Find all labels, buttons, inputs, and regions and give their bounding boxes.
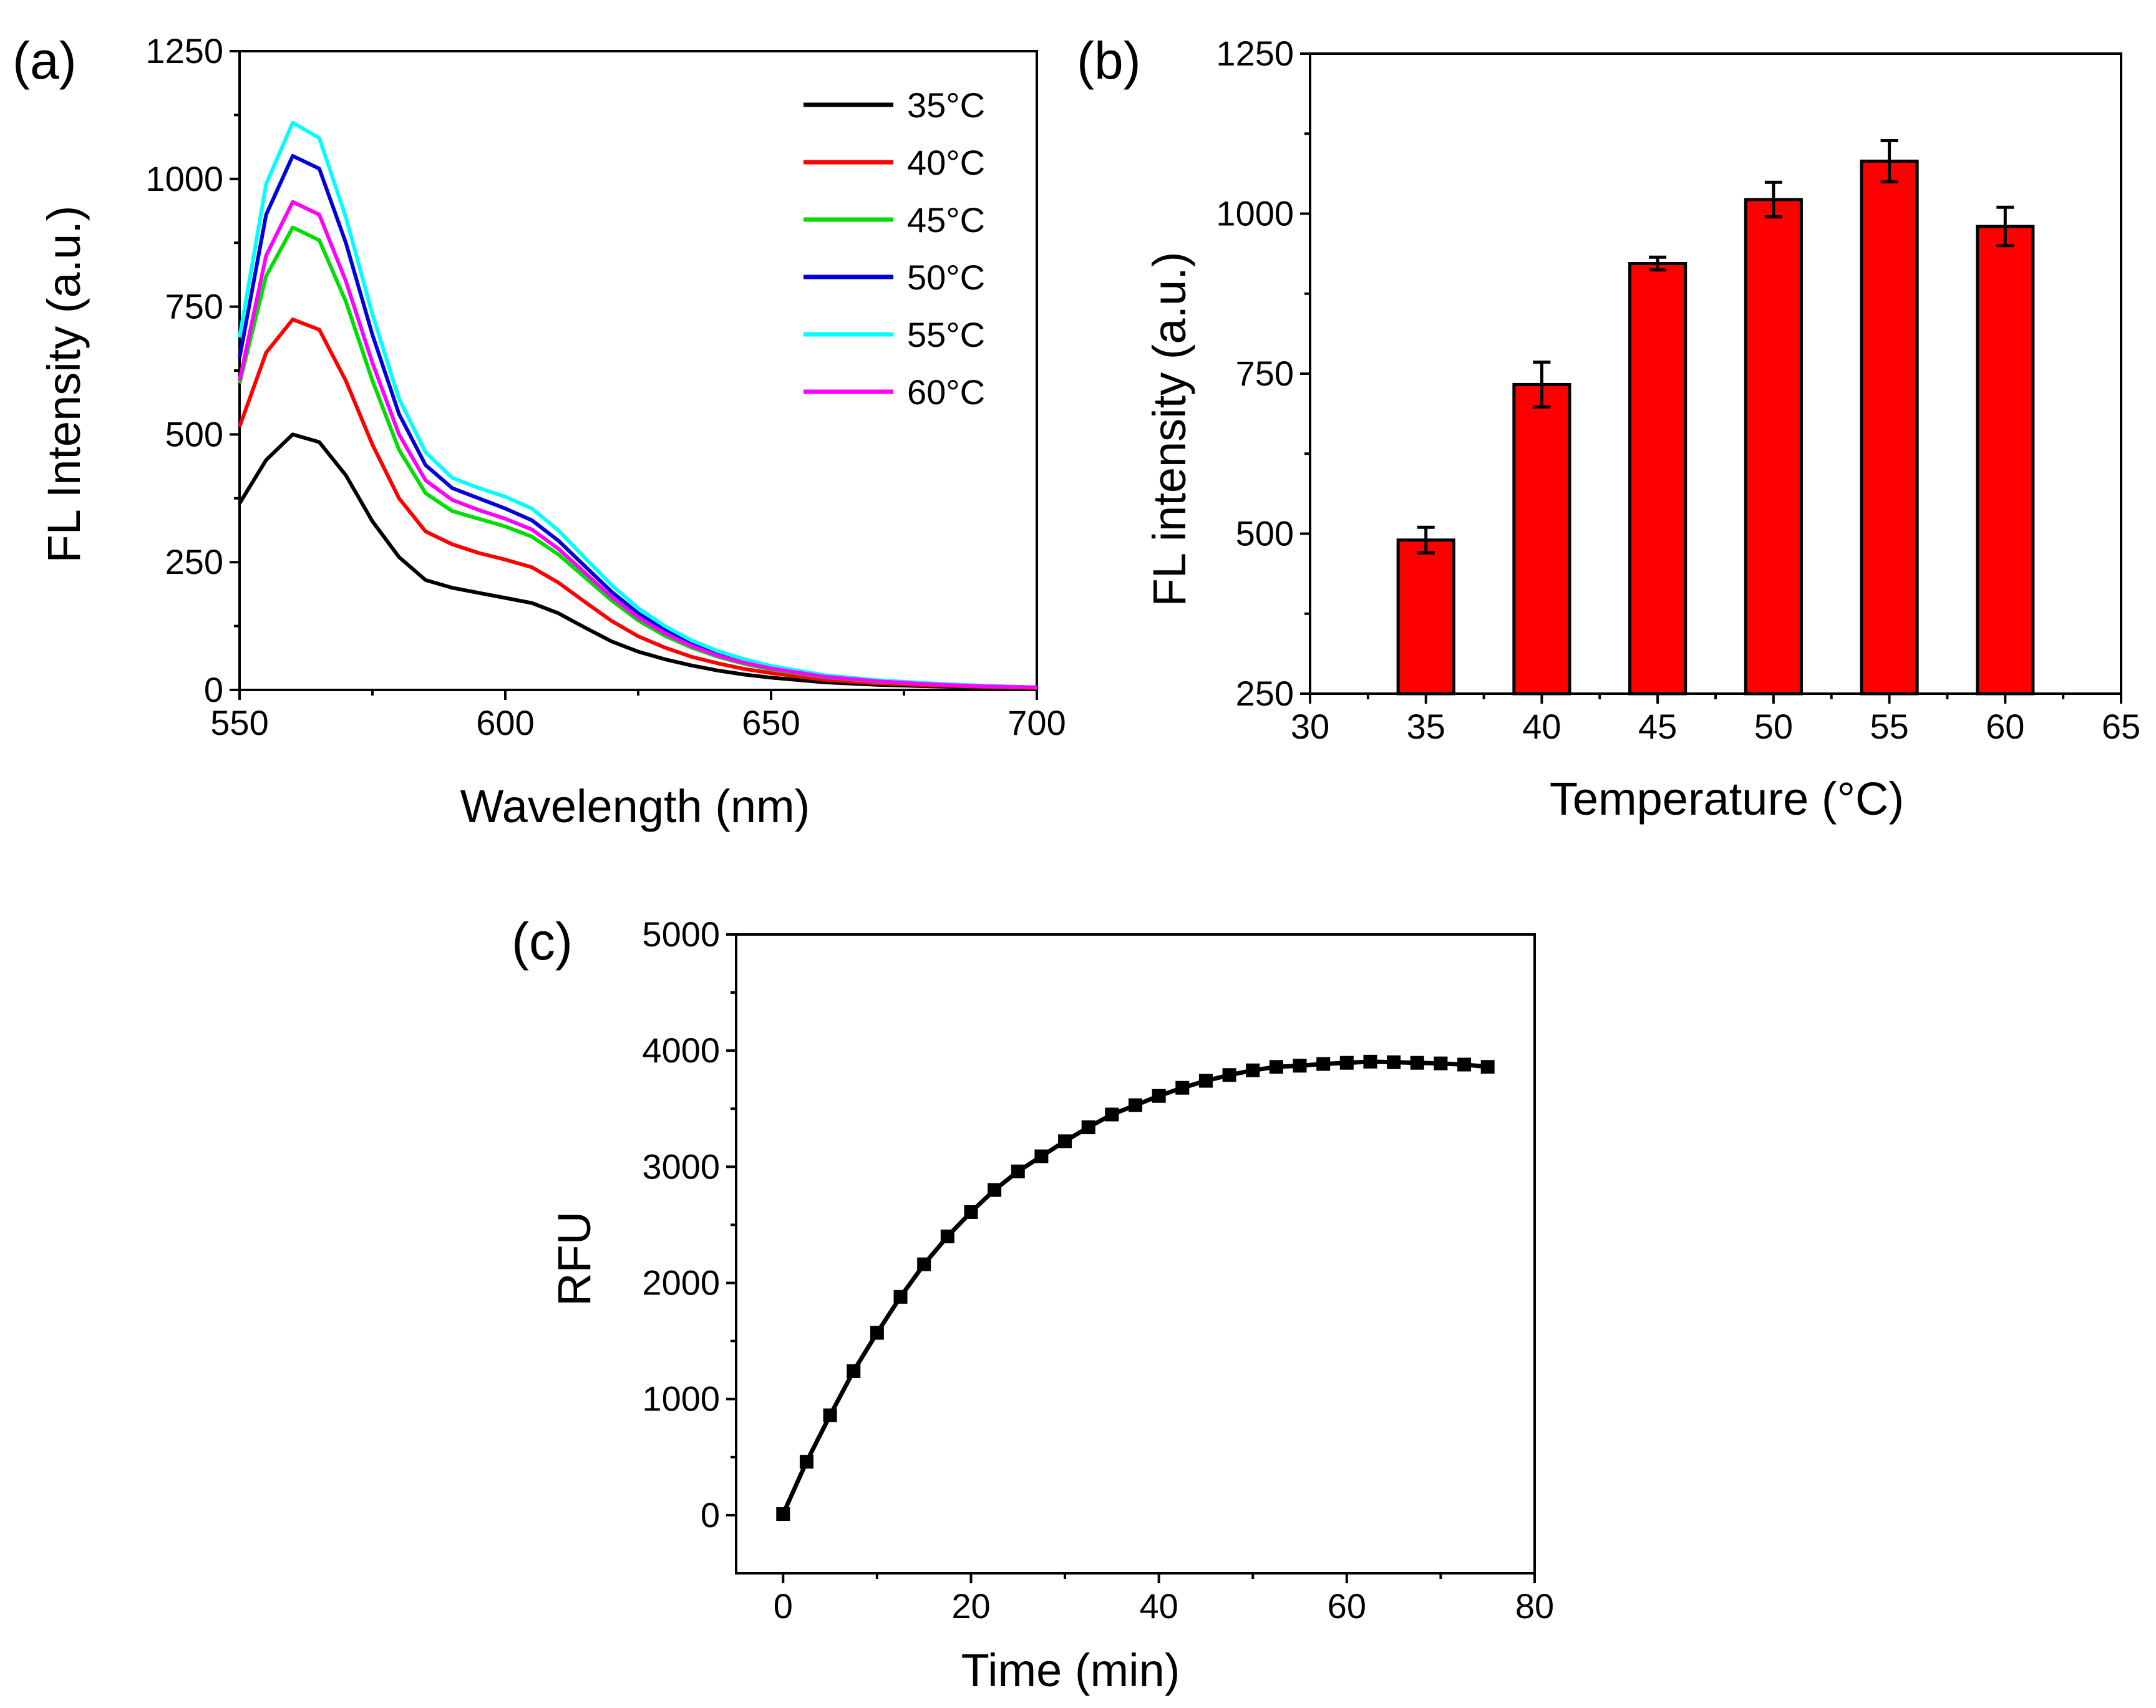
data-point [893,1289,908,1304]
data-point [870,1326,884,1340]
legend-label: 45°C [907,200,985,240]
y-axis-title-b: FL intensity (a.u.) [1144,252,1195,607]
y-tick-label: 750 [165,287,223,326]
x-tick-label: 30 [1291,707,1329,746]
y-tick-label: 1250 [1216,34,1294,73]
legend-label: 40°C [907,143,985,182]
data-point [1129,1098,1142,1112]
x-tick-label: 45 [1638,707,1677,746]
y-tick-label: 5000 [642,915,720,954]
data-point [1434,1056,1448,1070]
x-axis-title-b: Temperature (°C) [1550,773,1904,825]
data-point [1152,1089,1166,1103]
legend-label: 60°C [907,372,985,412]
x-tick-label: 700 [1008,703,1066,742]
x-tick-label: 55 [1870,707,1908,746]
x-tick-label: 40 [1139,1586,1178,1626]
legend-label: 35°C [907,85,985,125]
y-tick-label: 1250 [145,31,223,70]
x-tick-label: 35 [1407,707,1445,746]
x-axis-title-c: Time (min) [961,1644,1180,1696]
y-tick-label: 4000 [642,1031,720,1070]
x-tick-label: 550 [210,703,268,742]
data-point [1105,1107,1119,1122]
legend-label: 50°C [907,258,985,297]
x-tick-label: 60 [1328,1586,1366,1626]
data-point [1058,1134,1072,1148]
panel-c: 0 20 40 60 80 0 1000 2000 3000 4000 5000 (c) Time … [512,912,1554,1696]
data-point [964,1205,978,1219]
y-tick-label: 1000 [145,159,223,198]
data-point [1198,1074,1213,1088]
panel-label-c: (c) [512,912,573,971]
panel-label-a: (a) [12,31,77,90]
bar [1628,262,1687,696]
data-point [1269,1060,1283,1074]
bar [1976,225,2035,696]
x-tick-label: 40 [1522,707,1561,746]
series-line-35c [238,432,1037,691]
data-point [940,1230,954,1244]
data-point [1457,1057,1472,1072]
data-point [917,1257,931,1271]
x-tick-label: 80 [1515,1586,1554,1626]
y-tick-label: 3000 [642,1147,720,1186]
x-tick-label: 0 [774,1586,793,1626]
bar [1512,382,1571,696]
y-tick-label: 2000 [642,1263,720,1303]
x-tick-label: 60 [1986,707,2024,746]
bar [1396,538,1455,696]
data-point [1387,1055,1401,1069]
series-line-40c [238,318,1037,690]
panel-a: 550 600 650 700 0 250 500 750 1000 1250 35°C 40°C 45… [12,31,1066,832]
y-tick-label: 500 [165,414,223,454]
axes-frame [735,933,1536,1575]
data-point [799,1455,813,1469]
y-tick-label: 750 [1236,354,1294,393]
y-tick-label: 1000 [642,1379,720,1419]
plot-area-a: 550 600 650 700 0 250 500 750 1000 1250 35°C 40°C 45… [145,31,1066,742]
y-axis-title-a: FL Intensity (a.u.) [38,205,90,563]
data-point [1410,1055,1424,1070]
panel-label-b: (b) [1077,31,1141,90]
data-point [847,1364,861,1379]
x-tick-label: 65 [2102,707,2140,746]
panel-b: 30 35 40 45 50 55 60 65 250 500 750 1000 1250 (b) Te… [1077,31,2140,825]
data-point [1246,1063,1260,1077]
y-axis-title-c: RFU [548,1211,600,1306]
x-axis-title-a: Wavelength (nm) [460,780,810,832]
data-point [1222,1068,1236,1082]
y-tick-label: 0 [204,670,223,709]
y-tick-label: 250 [165,542,223,581]
data-point [1175,1080,1190,1095]
data-point [1034,1149,1049,1163]
y-tick-label: 0 [701,1495,720,1535]
data-point [776,1507,790,1521]
data-point [1011,1164,1025,1178]
y-tick-label: 250 [1236,674,1294,713]
data-point [1293,1059,1307,1073]
data-point [1339,1055,1354,1070]
bar [1744,198,1803,696]
series-line-60c [238,200,1037,689]
x-tick-label: 50 [1754,707,1793,746]
x-tick-label: 600 [476,703,534,742]
data-point [1363,1054,1377,1069]
y-tick-label: 500 [1236,514,1294,553]
data-point [1316,1057,1331,1071]
data-point [1480,1060,1495,1074]
plot-area-b: 30 35 40 45 50 55 60 65 250 500 750 1000 1250 [1216,34,2140,746]
y-tick-label: 1000 [1216,194,1294,233]
x-tick-label: 20 [951,1586,990,1626]
data-point [823,1408,837,1422]
legend-label: 55°C [907,315,985,354]
series-line-rfu [781,1059,1488,1515]
plot-area-c: 0 20 40 60 80 0 1000 2000 3000 4000 5000 [642,915,1554,1626]
x-tick-label: 650 [742,703,800,742]
data-point [988,1183,1002,1197]
data-point [1081,1120,1095,1135]
bar [1860,159,1919,696]
